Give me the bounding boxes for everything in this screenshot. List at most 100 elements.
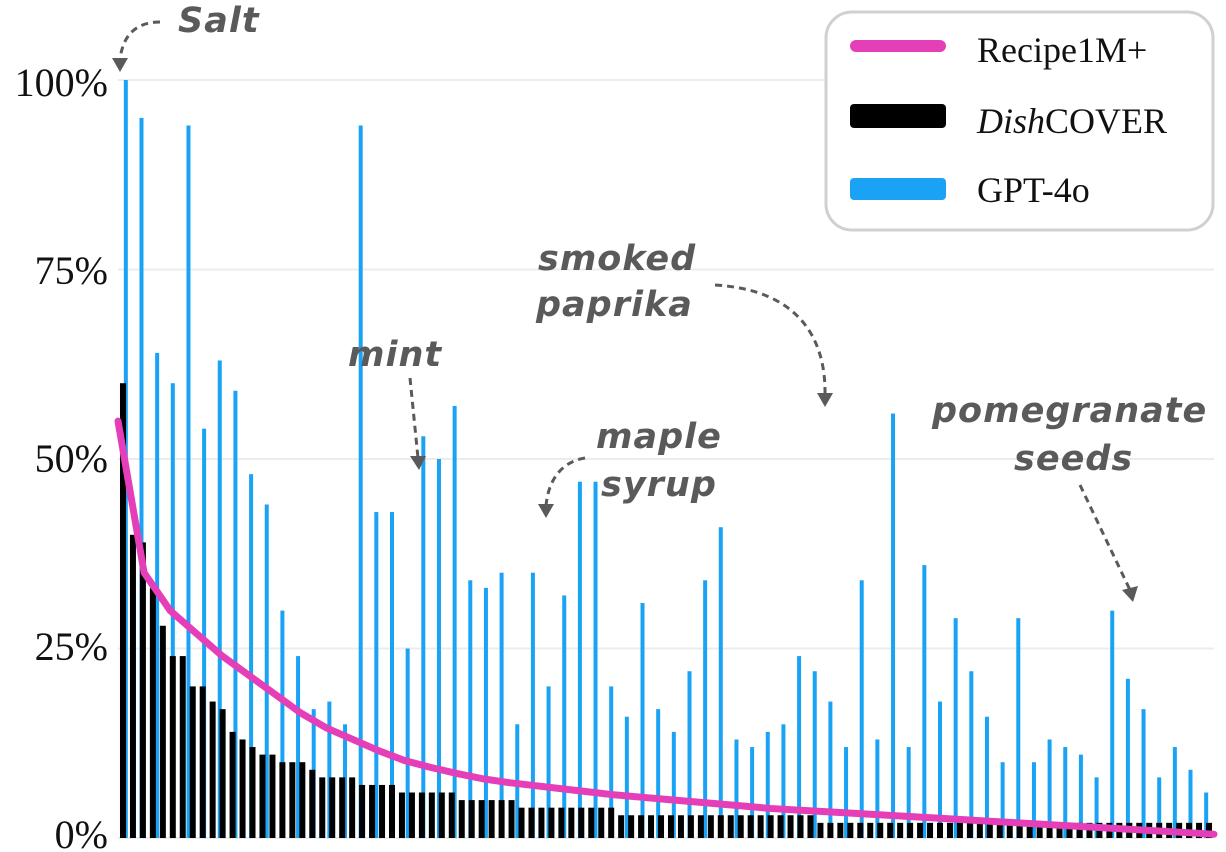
gpt-4o-bar-44 [812,671,817,838]
dishcover-bar-19 [309,769,316,838]
gpt-4o-bar-69 [1204,792,1209,838]
dishcover-bar-9 [209,701,216,838]
gpt-4o-bar-39 [734,739,739,838]
dishcover-bar-74 [857,822,864,838]
gpt-4o-bar-30 [593,481,598,838]
dishcover-bar-91 [1026,822,1033,838]
annotation-labels: Salt mint maple syrup smoked paprika pom… [178,1,1207,505]
dishcover-bar-32 [438,792,445,838]
dishcover-bar-25 [369,784,376,838]
legend-box [824,10,1215,232]
dishcover-bar-94 [1056,822,1063,838]
annotation-smoked: smoked [538,239,696,279]
dishcover-bar-75 [867,822,874,838]
gpt-4o-bar-66 [1157,777,1162,838]
gpt-4o-bar-7 [233,390,238,838]
dishcover-bar-31 [428,792,435,838]
dishcover-bar-80 [917,822,924,838]
dishcover-bar-57 [687,815,694,838]
gpt-4o-bar-8 [249,474,254,838]
dishcover-bar-29 [408,792,415,838]
recipe1m-line [114,417,1218,838]
gpt-4o-bar-64 [1125,678,1130,838]
gpt-4o-bar-60 [1063,747,1068,838]
gpt-4o-bar-23 [483,587,488,838]
dishcover-bar-43 [548,807,555,838]
dishcover-bar-36 [478,800,485,838]
gpt-4o-bar-22 [468,580,473,838]
gpt-4o-bar-37 [703,580,708,838]
arrow-salt [118,20,161,61]
dishcover-bar-58 [697,815,704,838]
dishcover-bar-64 [757,815,764,838]
y-tick-75: 75% [35,248,108,293]
gpt-4o-bar-26 [530,572,535,838]
gpt-4o-bar-49 [891,413,896,838]
gpt-4o-bar-24 [499,572,504,838]
dishcover-bar-23 [349,777,356,838]
arrowhead-pomegranate [1122,586,1138,602]
dishcover-bar-24 [359,784,366,838]
gpt-4o-bar-5 [202,428,207,838]
gpt-4o-bar-46 [844,747,849,838]
y-tick-50: 50% [35,436,108,481]
legend-label-recipe1m: Recipe1M+ [977,30,1147,70]
gpt-4o-bar-15 [358,125,363,839]
dishcover-bars [119,383,1213,838]
annotation-salt: Salt [178,1,260,41]
dishcover-bar-88 [996,822,1003,838]
dishcover-bar-71 [827,822,834,838]
dishcover-bar-90 [1016,822,1023,838]
dishcover-bar-34 [458,800,465,838]
annotation-pomegranate: pomegranate [931,391,1207,431]
dishcover-bar-1 [129,534,136,838]
gpt-4o-bar-57 [1016,618,1021,838]
gpt-4o-bar-56 [1000,762,1005,838]
dishcover-bar-45 [568,807,575,838]
gpt-4o-bar-38 [718,527,723,838]
gpt-4o-bar-27 [546,686,551,838]
dishcover-bar-85 [966,822,973,838]
gpt-4o-bar-32 [624,716,629,838]
dishcover-bar-2 [139,542,146,838]
gpt-4o-bar-62 [1094,777,1099,838]
dishcover-bar-22 [339,777,346,838]
dishcover-bar-92 [1036,822,1043,838]
dishcover-bar-47 [588,807,595,838]
gpt-4o-bar-16 [374,512,379,838]
gpt-4o-bar-42 [781,724,786,838]
y-axis-tick-labels: 0% 25% 50% 75% 100% [15,60,108,852]
dishcover-bar-18 [299,762,306,838]
dishcover-bar-82 [937,822,943,838]
y-tick-25: 25% [35,624,108,669]
arrow-paprika [714,283,827,396]
dishcover-bar-79 [907,822,914,838]
gpt-4o-bar-51 [922,565,927,838]
gpt-4o-bar-41 [765,731,770,838]
dishcover-bar-83 [946,822,953,838]
arrowhead-mint [410,456,426,470]
annotation-seeds: seeds [1014,439,1133,479]
gpt-4o-bar-31 [609,686,614,838]
gpt-4o-bar-6 [217,360,222,838]
dishcover-bar-3 [149,587,156,838]
dishcover-bar-48 [598,807,605,838]
dishcover-bar-20 [319,777,326,838]
gpt-4o-bar-9 [264,504,269,838]
gpt-4o-bar-67 [1172,747,1177,838]
dishcover-bar-63 [747,815,754,838]
dishcover-bar-69 [807,815,814,838]
gpt-4o-bar-10 [280,610,285,838]
dishcover-bar-5 [169,656,176,838]
gpt-4o-bar-36 [687,671,692,838]
gpt-4o-bar-50 [906,747,911,838]
gpt-4o-bar-61 [1078,754,1083,838]
dishcover-bar-51 [628,815,635,838]
dishcover-bar-40 [518,807,525,838]
gpt-4o-bar-35 [671,731,676,838]
dishcover-bar-70 [817,822,824,838]
dishcover-bar-12 [239,739,246,838]
gpt-4o-bar-55 [984,716,989,838]
dishcover-bar-7 [189,686,196,838]
